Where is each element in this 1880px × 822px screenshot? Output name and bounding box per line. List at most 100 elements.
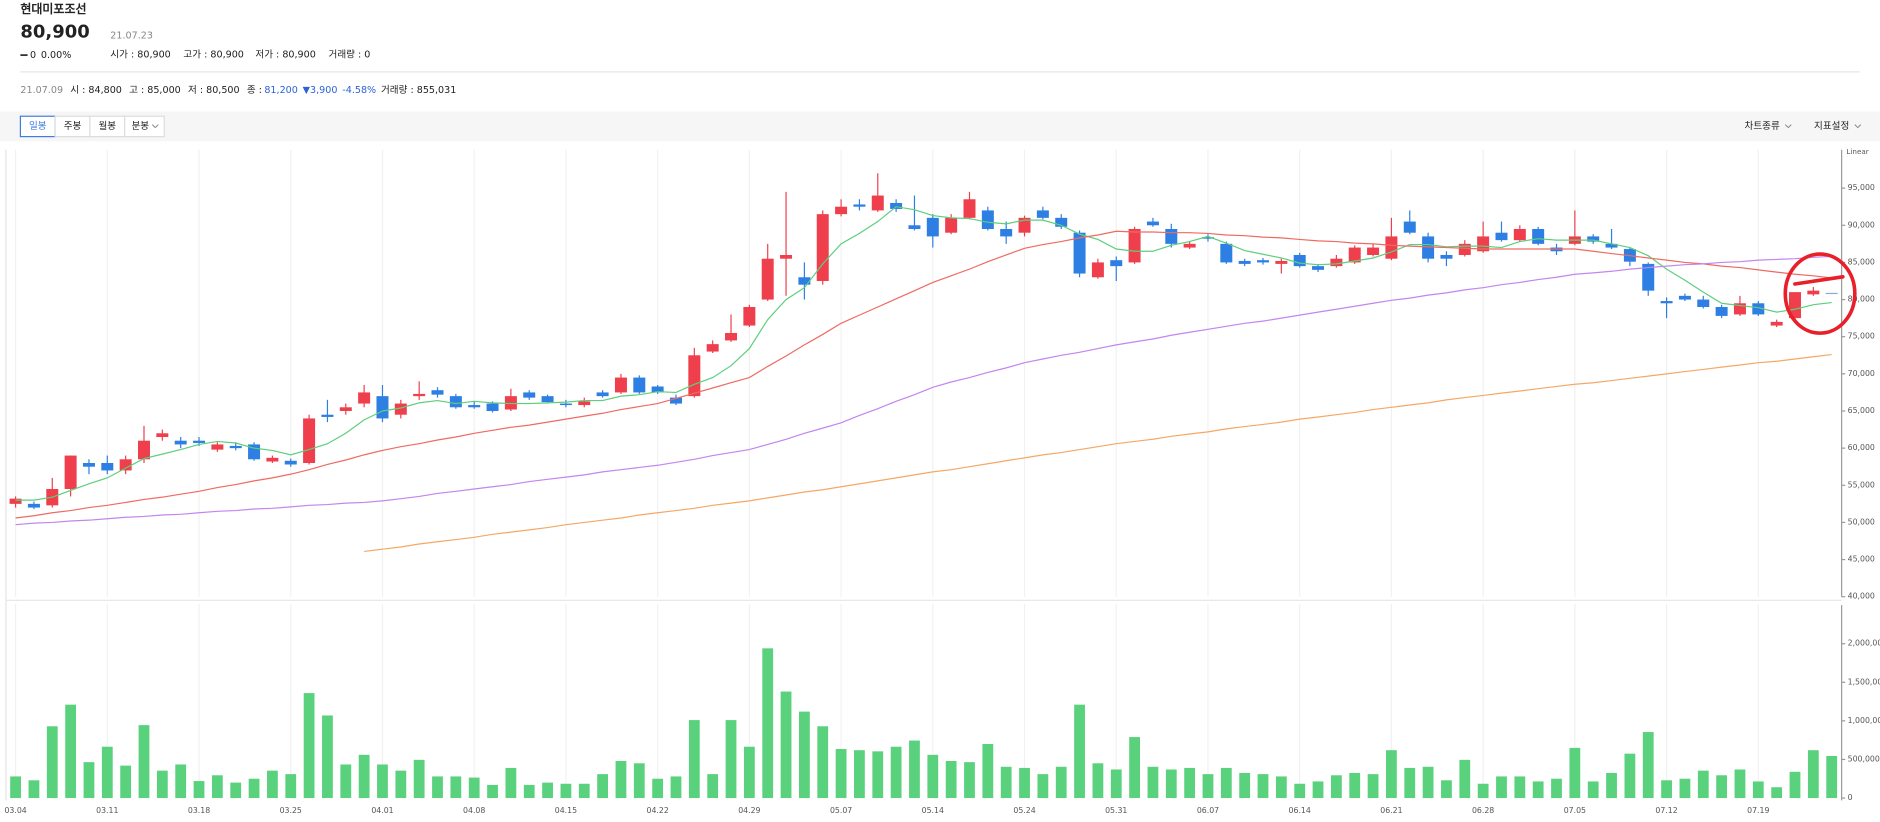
candle-body: [82, 463, 95, 467]
volume-bar: [432, 776, 443, 799]
x-tick-label: 04.22: [646, 806, 668, 815]
volume-bar: [1312, 781, 1324, 799]
tab[interactable]: [124, 115, 165, 138]
x-tick-label: 07.05: [1564, 806, 1586, 815]
tab-label[interactable]: 분봉: [131, 121, 149, 132]
volume-bar: [615, 760, 627, 799]
candle-body: [284, 460, 297, 465]
candle-body: [431, 390, 444, 395]
volume-bar: [1826, 755, 1838, 799]
volume-bar: [542, 782, 553, 799]
volume-bar: [523, 784, 535, 799]
volume-bar: [1606, 772, 1617, 799]
annotation-stroke: [1793, 274, 1845, 286]
volume-bar: [1129, 737, 1140, 799]
volume-bar: [267, 770, 278, 799]
volume-bar: [156, 770, 168, 799]
volume-bar: [1165, 769, 1177, 799]
volume-bar: [1477, 783, 1489, 799]
volume-bar: [1330, 775, 1342, 799]
volume-bar: [230, 782, 242, 799]
volume-bar: [1661, 780, 1672, 799]
candle-body: [193, 440, 206, 443]
indicator-button[interactable]: 지표설정: [1814, 121, 1849, 132]
volume-bar: [652, 778, 664, 799]
candle-body: [9, 498, 22, 504]
candle-body: [853, 204, 866, 207]
volume-bar: [138, 725, 150, 799]
volume-bar: [505, 767, 517, 799]
volume-bar: [65, 704, 77, 799]
candle-body: [1330, 258, 1343, 267]
volume-bar: [285, 774, 297, 799]
volume-bar: [28, 780, 40, 799]
volume-bar: [927, 754, 939, 799]
volume-bar: [303, 693, 315, 799]
tab-label[interactable]: 월봉: [98, 120, 116, 132]
volume-bar: [1587, 781, 1599, 799]
candle-body: [1110, 260, 1123, 267]
candle-body: [578, 401, 591, 406]
candle-body: [1275, 260, 1288, 264]
y-tick-label: 60,000: [1848, 443, 1875, 452]
volume-bar: [707, 774, 719, 799]
candle-body: [1073, 232, 1086, 274]
tab-label[interactable]: 주봉: [64, 121, 82, 132]
candle-body: [1770, 321, 1783, 326]
open-price: 시가 : 80,900: [110, 50, 170, 61]
volume-bar: [1110, 769, 1122, 799]
volume-bar: [175, 764, 187, 799]
y-tick-label: 500,000: [1848, 754, 1880, 763]
candle-body: [780, 254, 793, 259]
y-tick-label: 50,000: [1848, 517, 1875, 526]
candle-body: [394, 403, 407, 415]
volume-bar: [1074, 704, 1085, 799]
x-tick-label: 06.14: [1289, 806, 1311, 815]
candle-body: [1605, 243, 1618, 248]
candle-body: [138, 440, 150, 460]
volume-bar: [1184, 767, 1196, 799]
candle-body: [339, 407, 352, 411]
volume-bar: [1239, 772, 1251, 799]
candle-body: [761, 258, 774, 300]
x-tick-label: 03.11: [96, 806, 118, 815]
candle-body: [651, 386, 664, 393]
volume-bar: [1257, 774, 1269, 799]
volume-bar: [1147, 766, 1159, 799]
volume-bar: [799, 711, 810, 799]
chart-type-button[interactable]: 차트종류: [1745, 120, 1780, 132]
volume-bar: [1624, 753, 1636, 799]
y-tick-label: 80,000: [1848, 295, 1875, 304]
candle-body: [1532, 228, 1545, 244]
volume-bar: [211, 775, 223, 799]
volume-bar: [1734, 769, 1746, 799]
candle-body: [1807, 290, 1820, 295]
candle-body: [688, 355, 701, 397]
volume-bar: [322, 715, 333, 799]
y-tick-label: 70,000: [1848, 369, 1875, 378]
candle-body: [1403, 221, 1416, 233]
volume-bar: [982, 744, 994, 799]
x-tick-label: 06.28: [1472, 806, 1494, 815]
volume-bar: [1459, 759, 1471, 799]
candle-body: [1715, 306, 1728, 316]
y-tick-label: 55,000: [1848, 480, 1875, 489]
candle-body: [963, 199, 976, 218]
candle-body: [156, 433, 169, 438]
candle-body: [1587, 236, 1600, 242]
candle-body: [1128, 228, 1141, 263]
stock-name: 현대미포조선: [20, 1, 86, 16]
volume-bar: [1294, 783, 1306, 799]
candle-body: [1348, 247, 1361, 263]
candle-body: [504, 396, 517, 410]
tab-label[interactable]: 일봉: [29, 121, 47, 132]
volume-bar: [1367, 774, 1379, 799]
x-tick-label: 04.29: [738, 806, 760, 815]
volume-bar: [487, 784, 498, 799]
volume-bar: [1422, 766, 1434, 799]
candle-body: [890, 202, 903, 209]
x-tick-label: 06.07: [1197, 806, 1219, 815]
volume-bar: [1679, 778, 1691, 799]
volume-bar: [1807, 750, 1819, 799]
